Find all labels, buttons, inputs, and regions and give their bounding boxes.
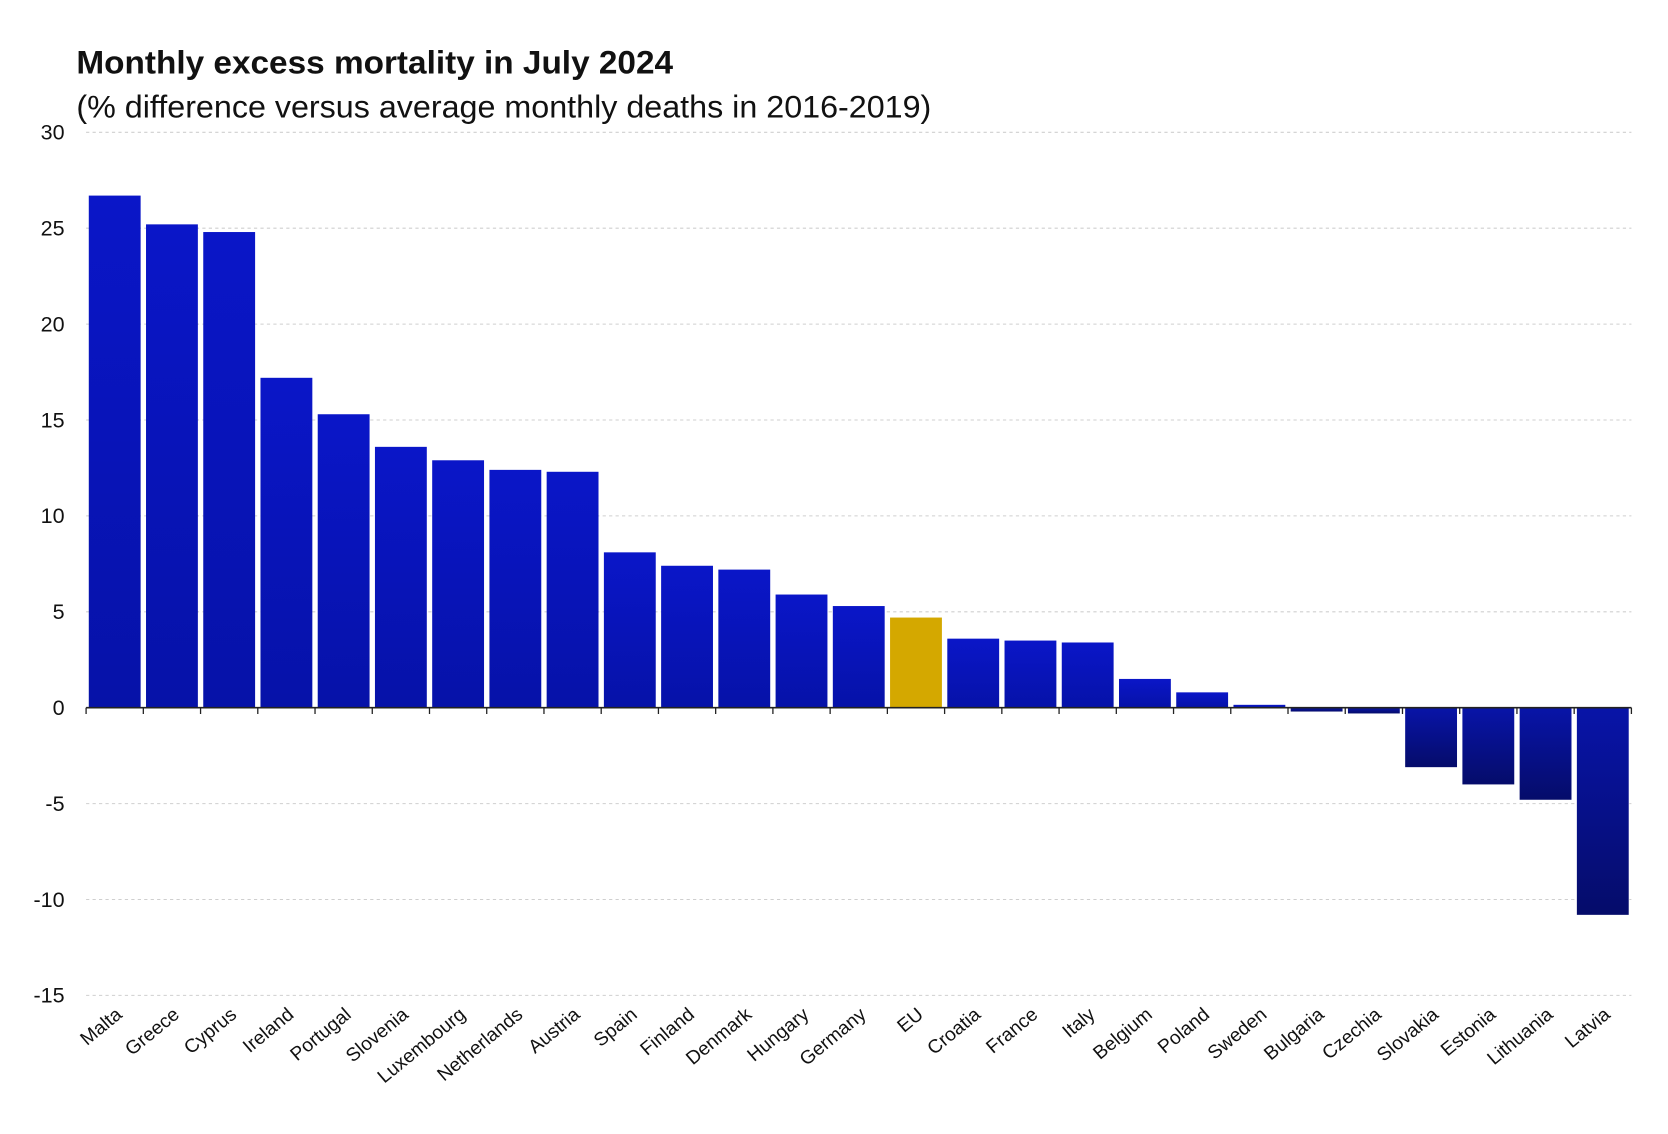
y-tick-label: 10 xyxy=(41,504,65,528)
x-tick-label: Bulgaria xyxy=(1260,1004,1328,1065)
bar-greece xyxy=(146,224,198,708)
bar-poland xyxy=(1176,692,1229,708)
x-tick-label: Greece xyxy=(122,1004,184,1060)
bar-ireland xyxy=(260,377,313,708)
chart-subtitle: (% difference versus average monthly dea… xyxy=(76,89,931,125)
x-tick-label: Croatia xyxy=(924,1004,986,1059)
bar-belgium xyxy=(1118,678,1171,708)
chart-title: Monthly excess mortality in July 2024 xyxy=(76,44,673,81)
x-tick-label: Latvia xyxy=(1561,1004,1615,1053)
bar-cyprus xyxy=(203,232,256,708)
x-tick-label: Czechia xyxy=(1318,1004,1386,1064)
bar-france xyxy=(1004,640,1057,708)
y-tick-label: 5 xyxy=(53,600,65,624)
bar-slovenia xyxy=(374,446,427,708)
x-tick-label: Malta xyxy=(77,1004,127,1050)
x-tick-label: Portugal xyxy=(287,1004,356,1065)
y-tick-label: -15 xyxy=(33,984,64,1008)
bar-austria xyxy=(546,471,599,708)
y-tick-label: -10 xyxy=(33,888,64,912)
bar-estonia xyxy=(1462,707,1515,785)
bar-spain xyxy=(603,552,656,708)
bar-portugal xyxy=(317,414,370,708)
bar-hungary xyxy=(775,594,828,708)
bar-malta xyxy=(88,195,141,708)
bar-denmark xyxy=(718,569,771,708)
bar-germany xyxy=(832,606,885,708)
bar-sweden xyxy=(1233,704,1286,708)
x-tick-label: Sweden xyxy=(1204,1004,1271,1064)
x-tick-label: Cyprus xyxy=(180,1004,241,1058)
y-tick-label: 15 xyxy=(41,409,65,433)
x-tick-label: Italy xyxy=(1059,1004,1100,1042)
bar-finland xyxy=(661,565,713,708)
y-tick-label: 25 xyxy=(41,217,65,241)
bar-czechia xyxy=(1347,707,1400,714)
bar-lithuania xyxy=(1519,707,1572,800)
bar-slovakia xyxy=(1405,707,1458,768)
x-tick-label: Austria xyxy=(525,1004,585,1058)
y-tick-label: 30 xyxy=(41,121,65,145)
bar-netherlands xyxy=(489,469,542,708)
x-tick-label: EU xyxy=(894,1004,928,1037)
x-tick-label: Spain xyxy=(590,1004,642,1051)
y-tick-label: 20 xyxy=(41,313,65,337)
y-tick-label: 0 xyxy=(53,696,65,720)
x-tick-label: Slovakia xyxy=(1373,1004,1443,1066)
bar-italy xyxy=(1061,642,1114,708)
bar-croatia xyxy=(947,638,1000,708)
bar-latvia xyxy=(1576,707,1629,915)
y-tick-label: -5 xyxy=(45,792,64,816)
x-tick-label: France xyxy=(982,1004,1042,1058)
x-tick-label: Belgium xyxy=(1090,1004,1157,1064)
bar-luxembourg xyxy=(432,460,485,708)
bar-eu xyxy=(890,617,942,708)
bar-bulgaria xyxy=(1290,707,1343,712)
